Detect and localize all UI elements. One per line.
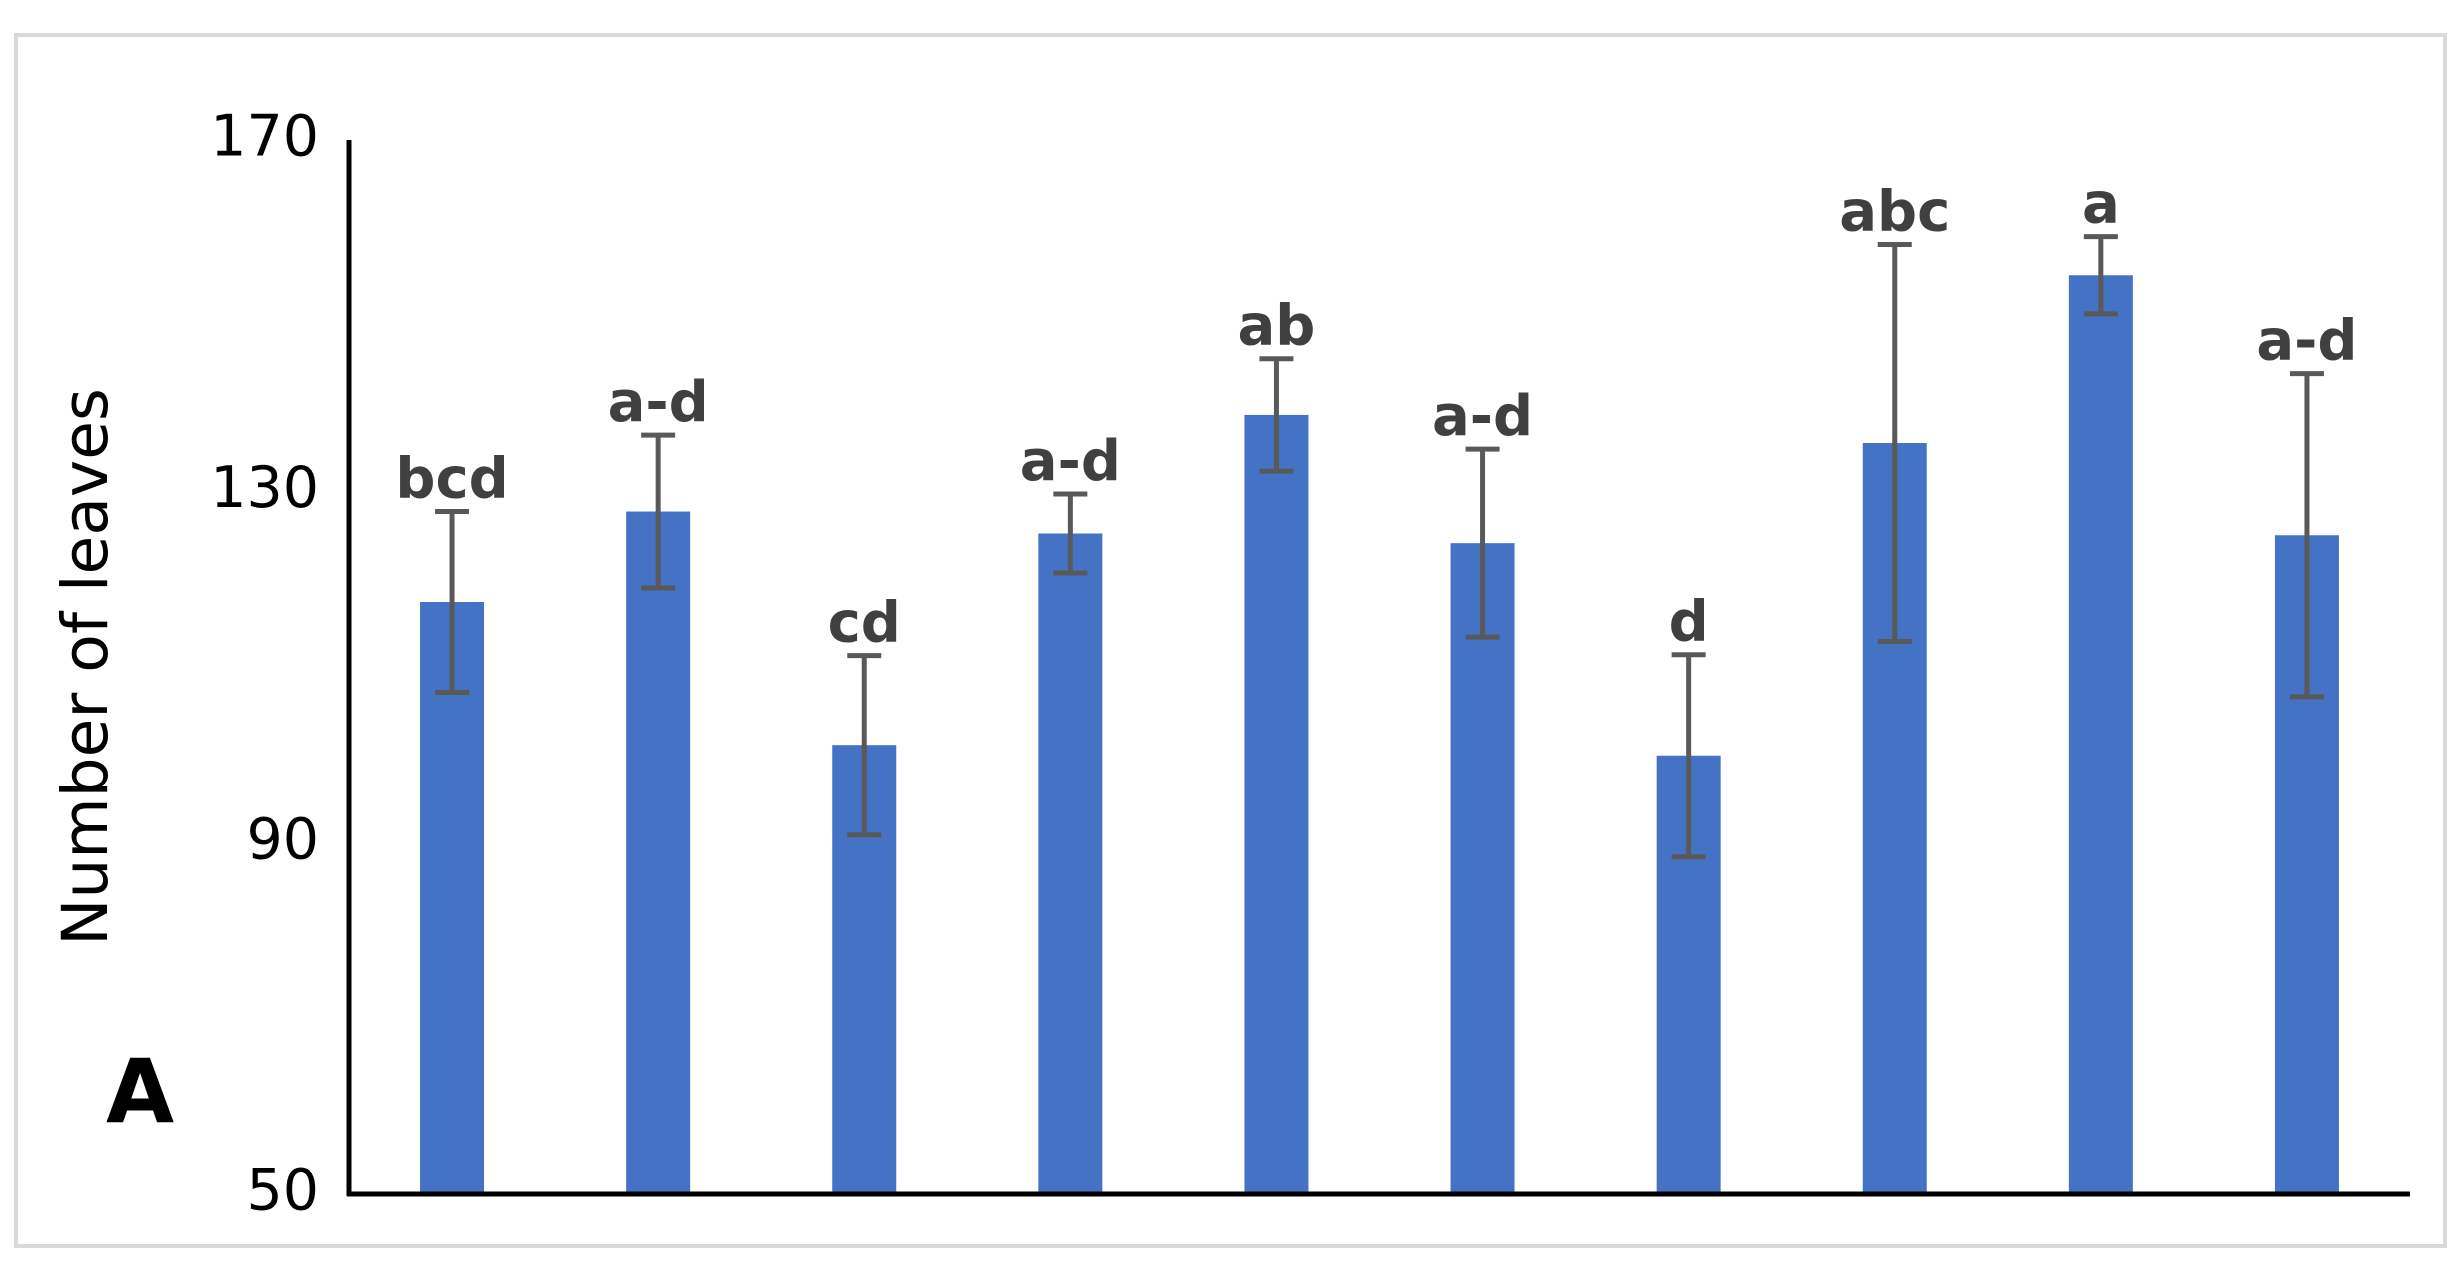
y-tick-label: 90 xyxy=(246,806,319,872)
bar xyxy=(420,602,485,1194)
significance-label: bcd xyxy=(395,447,508,512)
significance-label: a-d xyxy=(2256,309,2357,374)
y-tick-label: 130 xyxy=(210,455,319,521)
significance-label: cd xyxy=(828,591,901,656)
significance-label: a-d xyxy=(608,370,709,435)
significance-label: a xyxy=(2082,172,2120,237)
bar xyxy=(2068,275,2133,1195)
bar xyxy=(626,511,691,1194)
y-tick-label: 50 xyxy=(246,1158,319,1224)
bar xyxy=(1244,414,1309,1194)
panel-label: A xyxy=(106,1040,174,1143)
y-axis-label: Number of leaves xyxy=(49,388,122,946)
y-tick-label: 170 xyxy=(210,104,319,170)
significance-label: d xyxy=(1669,590,1709,655)
significance-label: ab xyxy=(1238,294,1316,359)
significance-label: abc xyxy=(1839,180,1950,245)
significance-label: a-d xyxy=(1020,429,1121,494)
bar xyxy=(1450,543,1515,1194)
bar xyxy=(1038,533,1103,1194)
significance-label: a-d xyxy=(1432,384,1533,449)
